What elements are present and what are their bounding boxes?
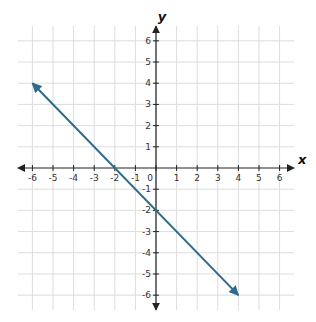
y-tick <box>153 146 159 147</box>
grid-line <box>238 26 239 310</box>
x-tick-label: -4 <box>69 173 78 183</box>
x-tick <box>135 165 136 171</box>
y-tick <box>153 104 159 105</box>
y-tick <box>153 40 159 41</box>
y-tick-label: -4 <box>142 248 151 258</box>
grid-line <box>217 26 218 310</box>
grid-line <box>156 26 157 310</box>
y-tick <box>153 231 159 232</box>
x-tick-label: 6 <box>277 173 283 183</box>
line <box>32 83 238 295</box>
x-tick <box>217 165 218 171</box>
grid-line <box>94 26 95 310</box>
y-tick-label: -3 <box>142 227 151 237</box>
x-tick-label: 5 <box>256 173 262 183</box>
y-tick-label: 3 <box>145 99 151 109</box>
y-axis-label: y <box>158 9 167 24</box>
y-tick <box>153 252 159 253</box>
grid-line <box>73 26 74 310</box>
grid-line <box>258 26 259 310</box>
x-tick-label: 4 <box>236 173 242 183</box>
grid-line <box>18 231 294 232</box>
x-tick <box>94 165 95 171</box>
plot-area <box>32 83 238 295</box>
x-tick <box>197 165 198 171</box>
grid-line <box>18 189 294 190</box>
y-tick <box>153 273 159 274</box>
chart: -6-5-4-3-2-10123456-6-5-4-3-2-1123456xy <box>0 0 316 322</box>
grid-line <box>18 252 294 253</box>
y-tick <box>153 83 159 84</box>
x-tick-label: -1 <box>131 173 140 183</box>
x-tick <box>156 165 157 171</box>
x-tick-label: 1 <box>174 173 180 183</box>
grid-line <box>18 125 294 126</box>
x-tick <box>279 165 280 171</box>
y-tick <box>153 62 159 63</box>
grid-line <box>18 146 294 147</box>
grid-line <box>279 26 280 310</box>
x-tick <box>32 165 33 171</box>
y-tick <box>153 295 159 296</box>
y-axis <box>155 26 156 310</box>
grid-line <box>18 295 294 296</box>
axes: -6-5-4-3-2-10123456-6-5-4-3-2-1123456 <box>18 26 294 310</box>
y-tick-label: -2 <box>142 205 151 215</box>
x-tick-label: -6 <box>28 173 37 183</box>
x-tick-label: -3 <box>90 173 99 183</box>
x-tick-label: 2 <box>194 173 200 183</box>
y-tick-label: -1 <box>142 184 151 194</box>
x-tick <box>73 165 74 171</box>
y-tick-label: 4 <box>145 78 151 88</box>
x-tick <box>258 165 259 171</box>
y-tick-label: 1 <box>145 142 151 152</box>
grid-line <box>18 40 294 41</box>
y-tick <box>153 189 159 190</box>
grid-line <box>18 104 294 105</box>
y-tick-label: 5 <box>145 57 151 67</box>
y-tick-label: 2 <box>145 121 151 131</box>
grid <box>18 26 294 310</box>
x-tick-label: 3 <box>215 173 221 183</box>
grid-line <box>53 26 54 310</box>
x-tick <box>176 165 177 171</box>
grid-line <box>135 26 136 310</box>
grid-line <box>197 26 198 310</box>
x-tick-label: 0 <box>147 173 153 183</box>
x-tick <box>238 165 239 171</box>
y-tick-label: 6 <box>145 36 151 46</box>
grid-line <box>18 83 294 84</box>
x-tick <box>53 165 54 171</box>
x-tick-label: -5 <box>49 173 58 183</box>
grid-line <box>18 62 294 63</box>
x-tick-label: -2 <box>110 173 119 183</box>
grid-line <box>18 273 294 274</box>
y-tick <box>153 125 159 126</box>
grid-line <box>32 26 33 310</box>
y-tick-label: -5 <box>142 269 151 279</box>
grid-line <box>176 26 177 310</box>
x-axis-label: x <box>297 152 307 167</box>
y-tick-label: -6 <box>142 290 151 300</box>
